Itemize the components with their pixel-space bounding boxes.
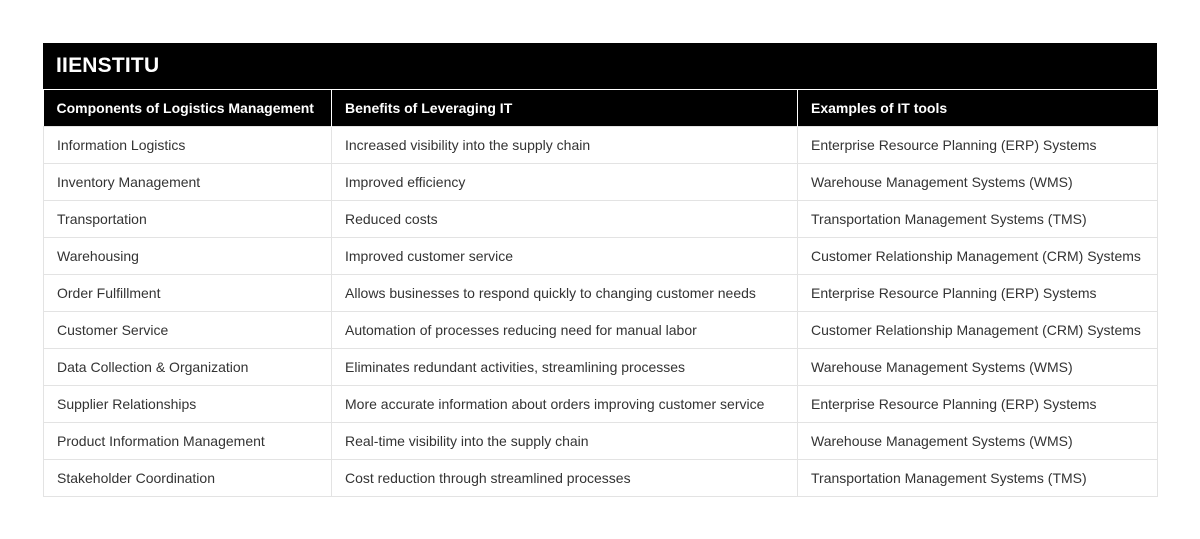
it-tool-cell: Customer Relationship Management (CRM) S… — [797, 311, 1158, 349]
component-cell: Supplier Relationships — [43, 385, 332, 423]
benefit-cell: Improved efficiency — [331, 163, 798, 201]
it-tool-cell: Transportation Management Systems (TMS) — [797, 200, 1158, 238]
it-tool-cell: Enterprise Resource Planning (ERP) Syste… — [797, 385, 1158, 423]
table-row: Product Information Management Real-time … — [43, 422, 1158, 460]
benefit-cell: Cost reduction through streamlined proce… — [331, 459, 798, 497]
it-tool-cell: Transportation Management Systems (TMS) — [797, 459, 1158, 497]
table-title: IIENSTITU — [56, 54, 160, 77]
benefit-cell: Automation of processes reducing need fo… — [331, 311, 798, 349]
logistics-table: Components of Logistics Management Benef… — [43, 89, 1158, 497]
table-header-row: Components of Logistics Management Benef… — [43, 89, 1158, 127]
table-row: Warehousing Improved customer service Cust… — [43, 237, 1158, 275]
component-cell: Order Fulfillment — [43, 274, 332, 312]
component-cell: Information Logistics — [43, 126, 332, 164]
it-tool-cell: Customer Relationship Management (CRM) S… — [797, 237, 1158, 275]
table-container: IIENSTITU Components of Logistics Manage… — [43, 43, 1158, 497]
column-header-benefits: Benefits of Leveraging IT — [331, 89, 798, 127]
table-title-bar: IIENSTITU — [43, 43, 1157, 89]
table-row: Customer Service Automation of processes … — [43, 311, 1158, 349]
it-tool-cell: Warehouse Management Systems (WMS) — [797, 422, 1158, 460]
benefit-cell: Reduced costs — [331, 200, 798, 238]
benefit-cell: Improved customer service — [331, 237, 798, 275]
component-cell: Customer Service — [43, 311, 332, 349]
component-cell: Data Collection & Organization — [43, 348, 332, 386]
table-row: Stakeholder Coordination Cost reduction t… — [43, 459, 1158, 497]
table-row: Inventory Management Improved efficiency W… — [43, 163, 1158, 201]
benefit-cell: Real-time visibility into the supply cha… — [331, 422, 798, 460]
table-row: Order Fulfillment Allows businesses to re… — [43, 274, 1158, 312]
column-header-examples: Examples of IT tools — [797, 89, 1158, 127]
component-cell: Inventory Management — [43, 163, 332, 201]
it-tool-cell: Enterprise Resource Planning (ERP) Syste… — [797, 126, 1158, 164]
table-row: Supplier Relationships More accurate info… — [43, 385, 1158, 423]
table-row: Information Logistics Increased visibilit… — [43, 126, 1158, 164]
benefit-cell: More accurate information about orders i… — [331, 385, 798, 423]
column-header-components: Components of Logistics Management — [43, 89, 332, 127]
table-row: Data Collection & Organization Eliminates… — [43, 348, 1158, 386]
benefit-cell: Eliminates redundant activities, streaml… — [331, 348, 798, 386]
table-body: Information Logistics Increased visibilit… — [43, 126, 1158, 497]
component-cell: Warehousing — [43, 237, 332, 275]
benefit-cell: Allows businesses to respond quickly to … — [331, 274, 798, 312]
it-tool-cell: Warehouse Management Systems (WMS) — [797, 163, 1158, 201]
it-tool-cell: Warehouse Management Systems (WMS) — [797, 348, 1158, 386]
table-row: Transportation Reduced costs Transportatio… — [43, 200, 1158, 238]
component-cell: Stakeholder Coordination — [43, 459, 332, 497]
it-tool-cell: Enterprise Resource Planning (ERP) Syste… — [797, 274, 1158, 312]
component-cell: Transportation — [43, 200, 332, 238]
benefit-cell: Increased visibility into the supply cha… — [331, 126, 798, 164]
component-cell: Product Information Management — [43, 422, 332, 460]
